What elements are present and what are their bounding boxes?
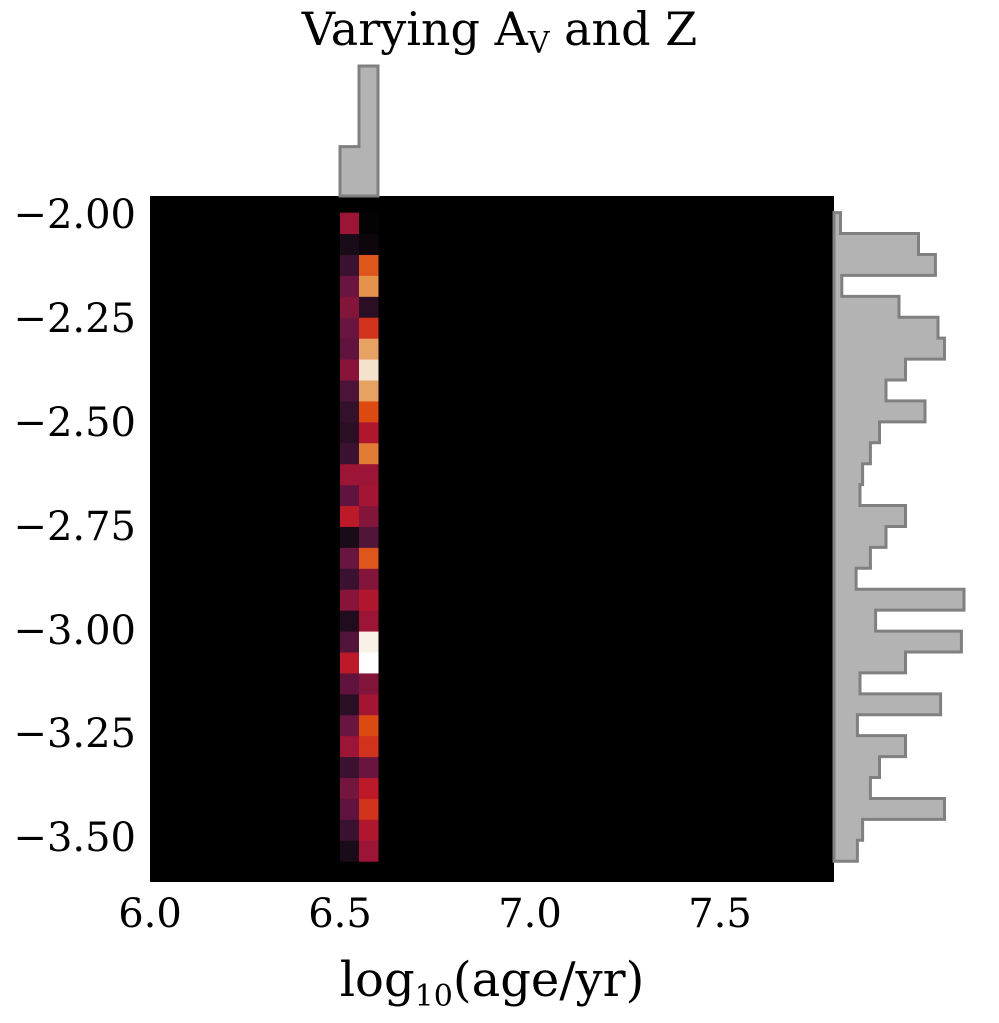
- heatmap-cell: [340, 568, 360, 590]
- heatmap-cell: [359, 484, 379, 507]
- x-tick-label: 6.5: [308, 891, 372, 937]
- heatmap-cell: [340, 819, 360, 841]
- y-tick-label: −3.25: [13, 711, 136, 758]
- heatmap-cell: [359, 798, 379, 820]
- heatmap-cell: [340, 505, 360, 527]
- heatmap-cell: [340, 672, 360, 695]
- heatmap-cell: [359, 714, 379, 737]
- heatmap-cell: [359, 421, 379, 444]
- y-tick-label: −2.50: [13, 399, 136, 446]
- heatmap-cell: [359, 400, 379, 423]
- heatmap-cell: [359, 338, 379, 360]
- x-tick-label: 6.0: [118, 891, 182, 937]
- right-marginal-bars: [832, 211, 966, 863]
- heatmap-cell: [340, 421, 360, 444]
- x-axis-label: log10(age/yr): [339, 952, 645, 1014]
- heatmap-cell: [359, 840, 379, 862]
- heatmap-background: [150, 196, 834, 882]
- heatmap-cell: [359, 631, 379, 653]
- y-tick-label: −2.00: [13, 191, 136, 238]
- heatmap-cell: [359, 756, 379, 779]
- heatmap-cell: [340, 275, 360, 297]
- heatmap-cell: [340, 338, 360, 360]
- heatmap-cell: [359, 254, 379, 276]
- heatmap-cell: [340, 526, 360, 548]
- heatmap-cell: [359, 547, 379, 569]
- heatmap-cell: [359, 463, 379, 486]
- chart-title: Varying AV and Z: [301, 2, 698, 61]
- heatmap-cell: [340, 484, 360, 507]
- heatmap-cell: [359, 610, 379, 632]
- heatmap-cell: [340, 693, 360, 716]
- heatmap-cell: [359, 442, 379, 465]
- heatmap-cell: [359, 296, 379, 318]
- heatmap-cell: [340, 233, 360, 255]
- heatmap-cell: [340, 547, 360, 569]
- heatmap-cell: [340, 317, 360, 339]
- heatmap-cell: [359, 505, 379, 527]
- heatmap-cell: [340, 296, 360, 318]
- heatmap-cell: [359, 777, 379, 799]
- heatmap-cell: [340, 463, 360, 486]
- y-tick-label: −3.50: [13, 815, 136, 862]
- heatmap-cell: [359, 672, 379, 695]
- right-marginal-histogram: [832, 211, 966, 863]
- heatmap-cell: [359, 693, 379, 716]
- heatmap-cell: [340, 212, 360, 235]
- heatmap-cell: [359, 589, 379, 611]
- heatmap-cell: [340, 380, 360, 402]
- heatmap-cell: [340, 442, 360, 465]
- heatmap-cell: [359, 735, 379, 758]
- y-tick-label: −3.00: [13, 607, 136, 654]
- y-tick-label: −2.25: [13, 295, 136, 342]
- heatmap-cell: [340, 798, 360, 820]
- heatmap-cell: [340, 777, 360, 799]
- x-tick-label: 7.0: [498, 891, 562, 937]
- heatmap-cell: [359, 212, 379, 235]
- heatmap-cell: [340, 756, 360, 779]
- top-marginal-histogram: [338, 64, 380, 198]
- heatmap-cell: [340, 631, 360, 653]
- y-tick-label: −2.75: [13, 503, 136, 550]
- heatmap-cell: [359, 317, 379, 339]
- heatmap-cell: [340, 735, 360, 758]
- heatmap-cell: [340, 714, 360, 737]
- heatmap-cell: [340, 651, 360, 674]
- top-marginal-bars: [338, 64, 380, 198]
- heatmap-cell: [340, 359, 360, 381]
- heatmap-cell: [359, 568, 379, 590]
- heatmap-cell: [359, 819, 379, 841]
- heatmap-cell: [340, 400, 360, 423]
- x-tick-label: 7.5: [688, 891, 752, 937]
- heatmap-cell: [359, 380, 379, 402]
- heatmap-cell: [340, 610, 360, 632]
- heatmap-layer: [150, 196, 834, 882]
- heatmap-cell: [359, 651, 379, 674]
- heatmap-cell: [359, 359, 379, 381]
- heatmap-cell: [359, 275, 379, 297]
- heatmap-cell: [340, 840, 360, 862]
- heatmap-cell: [340, 589, 360, 611]
- heatmap-cell: [359, 233, 379, 255]
- heatmap-cell: [359, 526, 379, 548]
- heatmap-cell: [340, 254, 360, 276]
